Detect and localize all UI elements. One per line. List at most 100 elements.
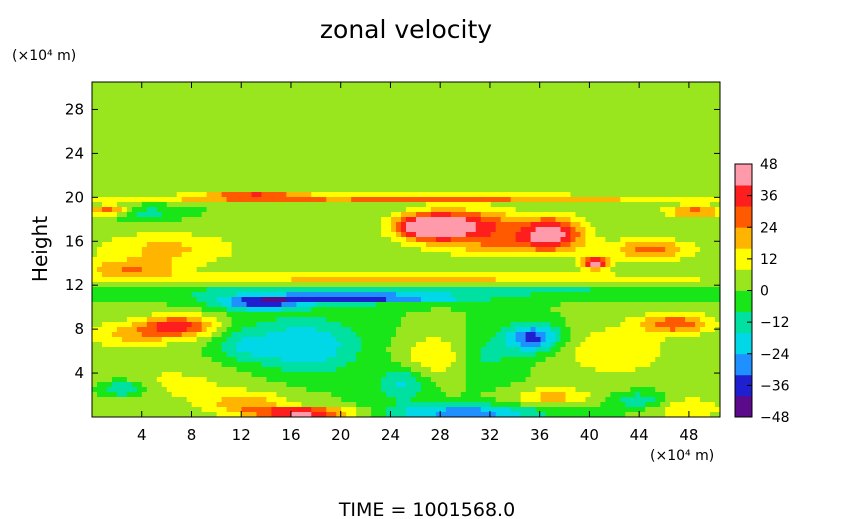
heatmap-cell bbox=[141, 152, 148, 158]
heatmap-cell bbox=[111, 202, 118, 208]
heatmap-cell bbox=[435, 222, 442, 228]
heatmap-cell bbox=[570, 252, 577, 258]
heatmap-cell bbox=[645, 247, 651, 253]
heatmap-cell bbox=[126, 272, 133, 278]
heatmap-cell bbox=[371, 97, 377, 103]
heatmap-cell bbox=[96, 197, 103, 203]
heatmap-cell bbox=[306, 182, 312, 188]
heatmap-cell bbox=[605, 137, 611, 143]
heatmap-cell bbox=[246, 177, 253, 183]
heatmap-cell bbox=[171, 152, 178, 158]
heatmap-cell bbox=[391, 122, 397, 128]
heatmap-cell bbox=[605, 167, 611, 173]
heatmap-cell bbox=[101, 217, 108, 223]
heatmap-cell bbox=[665, 157, 671, 163]
heatmap-cell bbox=[475, 262, 482, 268]
heatmap-cell bbox=[645, 177, 651, 183]
heatmap-cell bbox=[665, 252, 671, 258]
heatmap-cell bbox=[401, 147, 407, 153]
heatmap-cell bbox=[201, 102, 208, 108]
heatmap-cell bbox=[450, 137, 457, 143]
heatmap-cell bbox=[231, 137, 238, 143]
heatmap-cell bbox=[660, 212, 666, 218]
heatmap-cell bbox=[151, 152, 158, 158]
heatmap-cell bbox=[346, 252, 352, 258]
heatmap-cell bbox=[266, 182, 273, 188]
heatmap-cell bbox=[530, 167, 537, 173]
heatmap-cell bbox=[236, 237, 243, 243]
heatmap-cell bbox=[151, 267, 158, 273]
heatmap-cell bbox=[386, 162, 392, 168]
heatmap-cell bbox=[186, 117, 193, 123]
heatmap-cell bbox=[710, 82, 716, 88]
heatmap-cell bbox=[251, 82, 258, 88]
heatmap-cell bbox=[430, 187, 437, 193]
heatmap-cell bbox=[685, 147, 691, 153]
heatmap-cell bbox=[196, 207, 203, 213]
heatmap-cell bbox=[420, 137, 427, 143]
heatmap-cell bbox=[261, 202, 268, 208]
heatmap-cell bbox=[136, 152, 143, 158]
heatmap-cell bbox=[231, 112, 238, 118]
heatmap-cell bbox=[351, 242, 357, 248]
heatmap-cell bbox=[256, 237, 263, 243]
heatmap-cell bbox=[675, 137, 681, 143]
heatmap-cell bbox=[510, 152, 517, 158]
heatmap-cell bbox=[505, 102, 512, 108]
heatmap-cell bbox=[630, 192, 636, 198]
heatmap-cell bbox=[166, 87, 173, 93]
heatmap-cell bbox=[276, 122, 282, 128]
heatmap-cell bbox=[341, 222, 347, 228]
heatmap-cell bbox=[650, 242, 656, 248]
heatmap-cell bbox=[625, 212, 631, 218]
heatmap-cell bbox=[366, 227, 372, 233]
heatmap-cell bbox=[391, 167, 397, 173]
heatmap-cell bbox=[525, 92, 532, 98]
heatmap-cell bbox=[660, 102, 666, 108]
heatmap-cell bbox=[710, 222, 716, 228]
heatmap-cell bbox=[331, 207, 337, 213]
heatmap-cell bbox=[575, 247, 582, 253]
heatmap-cell bbox=[690, 202, 696, 208]
heatmap-cell bbox=[410, 192, 417, 198]
heatmap-cell bbox=[151, 237, 158, 243]
heatmap-cell bbox=[111, 132, 118, 138]
heatmap-cell bbox=[470, 217, 477, 223]
heatmap-cell bbox=[440, 147, 447, 153]
heatmap-cell bbox=[406, 247, 412, 253]
heatmap-cell bbox=[560, 177, 567, 183]
heatmap-cell bbox=[376, 252, 382, 258]
heatmap-cell bbox=[126, 207, 133, 213]
heatmap-cell bbox=[530, 252, 537, 258]
heatmap-cell bbox=[695, 142, 701, 148]
heatmap-cell bbox=[106, 252, 113, 258]
heatmap-cell bbox=[465, 192, 472, 198]
heatmap-cell bbox=[286, 172, 292, 178]
heatmap-cell bbox=[505, 202, 512, 208]
heatmap-cell bbox=[595, 187, 601, 193]
heatmap-cell bbox=[590, 207, 596, 213]
heatmap-cell bbox=[296, 167, 302, 173]
heatmap-cell bbox=[306, 277, 312, 283]
heatmap-cell bbox=[635, 117, 641, 123]
heatmap-cell bbox=[186, 227, 193, 233]
heatmap-cell bbox=[595, 212, 601, 218]
heatmap-cell bbox=[565, 222, 572, 228]
heatmap-cell bbox=[201, 197, 208, 203]
heatmap-cell bbox=[685, 217, 691, 223]
heatmap-cell bbox=[425, 167, 432, 173]
heatmap-cell bbox=[680, 107, 686, 113]
heatmap-cell bbox=[381, 192, 387, 198]
heatmap-cell bbox=[715, 217, 720, 223]
heatmap-cell bbox=[505, 192, 512, 198]
heatmap-cell bbox=[440, 197, 447, 203]
heatmap-cell bbox=[680, 202, 686, 208]
heatmap-cell bbox=[331, 137, 337, 143]
heatmap-cell bbox=[635, 207, 641, 213]
heatmap-cell bbox=[406, 92, 412, 98]
heatmap-cell bbox=[605, 232, 611, 238]
heatmap-cell bbox=[505, 242, 512, 248]
heatmap-cell bbox=[545, 182, 552, 188]
heatmap-cell bbox=[600, 127, 606, 133]
heatmap-cell bbox=[246, 187, 253, 193]
